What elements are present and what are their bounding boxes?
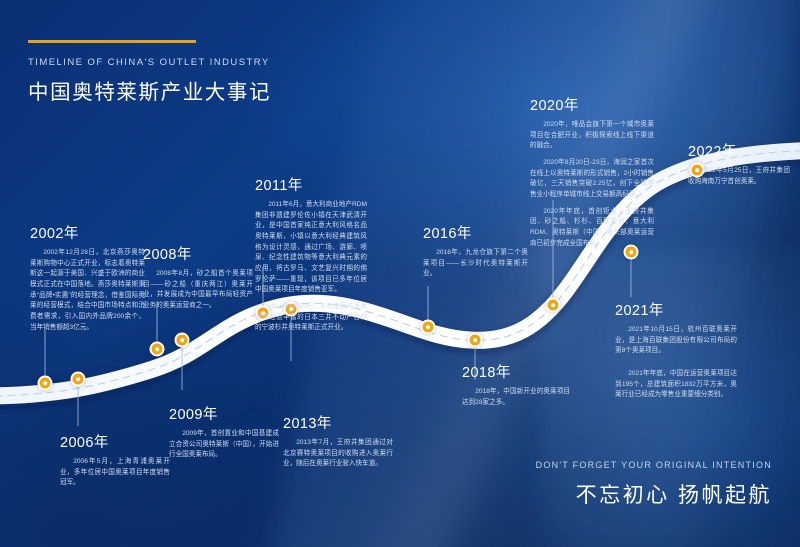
timeline-entry-2013: 2013年 2013年7月，王府井集团通过对北京赛特奥莱项目的收购进入奥莱行业，… bbox=[283, 412, 393, 470]
entry-year-2013: 2013年 bbox=[283, 416, 332, 432]
timeline-entry-2020: 2020年 2020年，唯品会旗下第一个城市奥莱项目在合肥开业，积极探索线上线下… bbox=[530, 94, 654, 249]
page-header: TIMELINE OF CHINA'S OUTLET INDUSTRY 中国奥特… bbox=[28, 40, 271, 105]
entry-year-2008: 2008年 bbox=[143, 247, 192, 263]
node-2008[interactable] bbox=[149, 341, 165, 357]
timeline-entry-2011: 2011年 2011年6月，意大利商业地产RDM集团非遗建罗伦佐小镇在天津武清开… bbox=[255, 174, 367, 334]
timeline-entry-2016: 2016年 2016年，九龙仓旗下第二个奥莱项目——长沙时代奥特莱斯开业。 bbox=[423, 222, 528, 280]
entry-text-2002-p1: 2002年12月28日，北京燕莎奥特莱斯购物中心正式开业，标志着奥特莱斯这一起源… bbox=[30, 249, 145, 331]
header-english-title: TIMELINE OF CHINA'S OUTLET INDUSTRY bbox=[28, 57, 270, 68]
node-2020[interactable] bbox=[545, 297, 561, 313]
stem-2011 bbox=[262, 267, 264, 314]
entry-year-2020: 2020年 bbox=[530, 98, 579, 114]
entry-text-2006-p1: 2006年5月，上海青浦奥莱开业，多年位居中国奥莱项目年度销售冠军。 bbox=[60, 458, 170, 487]
entry-year-2006: 2006年 bbox=[60, 435, 109, 451]
node-2022[interactable] bbox=[689, 162, 705, 178]
entry-text-2018-p1: 2018年，中国新开业的奥莱项目达到28家之多。 bbox=[462, 388, 570, 406]
entry-text-2008-p1: 2008年8月，砂之船首个奥莱项目——砂之船（重庆两江）奥莱开业，并发展成为中国… bbox=[143, 270, 253, 310]
road-center-dashes bbox=[0, 150, 800, 397]
node-2013[interactable] bbox=[283, 301, 299, 317]
timeline-entry-2022: 2022年 2022年5月25日，王府井集团收购海南万宁首创奥莱。 bbox=[688, 140, 790, 187]
stem-2009 bbox=[181, 340, 183, 390]
entry-text-2021-p2: 2021年年底，中国在运营奥莱项目达到195个，总建筑面积1832万平方米，奥莱… bbox=[615, 370, 737, 399]
entry-text-2020-p2: 2020年8月20日-23日，海润之家首次在线上以奥特莱斯的形式销售，2小时销售… bbox=[530, 159, 654, 199]
entry-text-2011-p2: 2011年9月20日，杉杉集团与奥莱运营经验丰富的日本三井不动产合作的宁波杉井奥… bbox=[255, 303, 367, 332]
stem-2002 bbox=[44, 330, 46, 382]
entry-text-2021-p1: 2021年10月15日，杭州百联奥莱开业，是上海百联集团股份有限公司布局的第8个… bbox=[615, 326, 737, 355]
stem-2006 bbox=[77, 379, 79, 426]
entry-year-2022: 2022年 bbox=[688, 144, 737, 160]
entry-text-2020-p1: 2020年，唯品会旗下第一个城市奥莱项目在合肥开业，积极探索线上线下渠道的融合。 bbox=[530, 121, 654, 150]
node-2016[interactable] bbox=[420, 319, 436, 335]
timeline-entry-2002: 2002年 2002年12月28日，北京燕莎奥特莱斯购物中心正式开业，标志着奥特… bbox=[30, 222, 145, 333]
entry-text-2020-p3: 2020年年底，首创钜大、王府井集团、砂之船、杉杉、百联股份、意大利RDM、奥特… bbox=[530, 207, 654, 247]
timeline-entry-2021: 2021年 2021年10月15日，杭州百联奥莱开业，是上海百联集团股份有限公司… bbox=[615, 299, 737, 401]
page-title: 中国奥特莱斯产业大事记 bbox=[28, 81, 272, 104]
stem-2020 bbox=[552, 200, 554, 305]
stem-2008 bbox=[156, 302, 158, 350]
stem-2021 bbox=[630, 252, 632, 297]
node-2011[interactable] bbox=[255, 305, 271, 321]
node-2018[interactable] bbox=[467, 332, 483, 348]
entry-year-2018: 2018年 bbox=[462, 365, 511, 381]
entry-year-2016: 2016年 bbox=[423, 226, 472, 242]
node-2006[interactable] bbox=[70, 371, 86, 387]
node-2009[interactable] bbox=[174, 332, 190, 348]
entry-year-2011: 2011年 bbox=[255, 178, 303, 194]
entry-year-2021: 2021年 bbox=[615, 303, 664, 319]
slogan-chinese: 不忘初心 扬帆起航 bbox=[575, 484, 772, 507]
entry-year-2002: 2002年 bbox=[30, 226, 79, 242]
stem-2016 bbox=[427, 286, 429, 328]
stem-2018 bbox=[474, 340, 476, 380]
entry-text-2022-p1: 2022年5月25日，王府井集团收购海南万宁首创奥莱。 bbox=[688, 167, 790, 185]
timeline-entry-2009: 2009年 2009年，首创置业和中国基建成立合资公司奥特莱斯（中国），开始进行… bbox=[169, 403, 279, 461]
node-2002[interactable] bbox=[37, 375, 53, 391]
timeline-entry-2006: 2006年 2006年5月，上海青浦奥莱开业，多年位居中国奥莱项目年度销售冠军。 bbox=[60, 431, 170, 489]
timeline-entry-2008: 2008年 2008年8月，砂之船首个奥莱项目——砂之船（重庆两江）奥莱开业，并… bbox=[143, 243, 253, 312]
footer-slogan: DON'T FORGET YOUR ORIGINAL INTENTION 不忘初… bbox=[536, 460, 772, 509]
entry-year-2009: 2009年 bbox=[169, 407, 218, 423]
node-2021[interactable] bbox=[623, 244, 639, 260]
entry-text-2016-p1: 2016年，九龙仓旗下第二个奥莱项目——长沙时代奥特莱斯开业。 bbox=[423, 249, 528, 278]
header-accent-rule bbox=[28, 40, 196, 43]
entry-text-2013-p1: 2013年7月，王府井集团通过对北京赛特奥莱项目的收购进入奥莱行业，随后在奥莱行… bbox=[283, 439, 393, 468]
stem-2013 bbox=[290, 309, 292, 361]
timeline-entry-2018: 2018年 2018年，中国新开业的奥莱项目达到28家之多。 bbox=[462, 361, 570, 408]
entry-text-2011-p1: 2011年6月，意大利商业地产RDM集团非遗建罗伦佐小镇在天津武清开业，是中国首… bbox=[255, 201, 367, 294]
slogan-english: DON'T FORGET YOUR ORIGINAL INTENTION bbox=[535, 460, 772, 470]
entry-text-2009-p1: 2009年，首创置业和中国基建成立合资公司奥特莱斯（中国），开始进行全国奥莱布局… bbox=[169, 430, 279, 459]
